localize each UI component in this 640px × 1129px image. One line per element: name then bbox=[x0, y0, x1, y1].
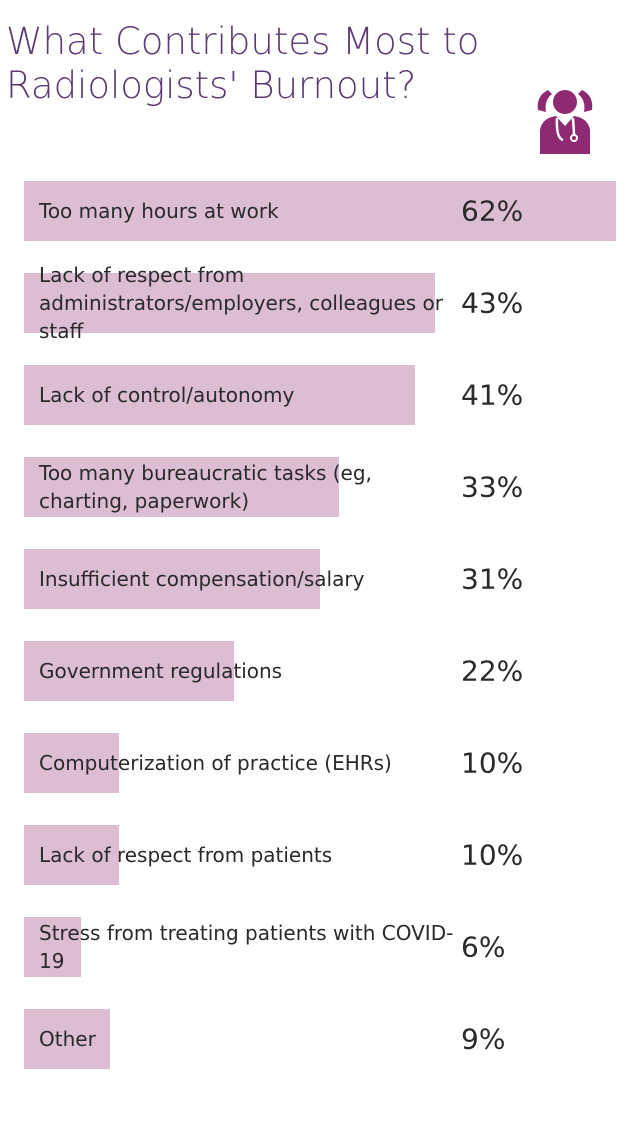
bar bbox=[24, 549, 320, 609]
bar bbox=[24, 1009, 110, 1069]
bar bbox=[24, 457, 340, 517]
category-label: Too many hours at work bbox=[39, 199, 279, 223]
value-label: 9% bbox=[461, 1022, 506, 1056]
category-label: Government regulations bbox=[39, 659, 283, 683]
value-label: 41% bbox=[461, 378, 524, 412]
value-label: 33% bbox=[461, 470, 524, 504]
category-label: Lack of respect from administrators/empl… bbox=[39, 263, 444, 343]
category-label: Too many bureaucratic tasks (eg, chartin… bbox=[39, 461, 372, 513]
bar bbox=[24, 365, 416, 425]
value-label: 62% bbox=[461, 194, 524, 228]
value-label: 31% bbox=[461, 562, 524, 596]
bar bbox=[24, 825, 120, 885]
value-label: 10% bbox=[461, 838, 524, 872]
category-label: Computerization of practice (EHRs) bbox=[39, 751, 392, 775]
category-label: Lack of control/autonomy bbox=[39, 383, 295, 407]
bar bbox=[24, 181, 616, 241]
value-label: 43% bbox=[461, 286, 524, 320]
category-label: Insufficient compensation/salary bbox=[39, 567, 365, 591]
bar bbox=[24, 917, 82, 977]
chart-title: What Contributes Most to Radiologists' B… bbox=[6, 20, 480, 107]
bar bbox=[24, 733, 120, 793]
bar bbox=[24, 273, 435, 333]
value-label: 22% bbox=[461, 654, 524, 688]
category-label: Lack of respect from patients bbox=[39, 843, 333, 867]
value-label: 6% bbox=[461, 930, 506, 964]
value-label: 10% bbox=[461, 746, 524, 780]
bar bbox=[24, 641, 235, 701]
doctor-icon bbox=[537, 90, 593, 154]
category-label: Stress from treating patients with COVID… bbox=[39, 921, 454, 973]
category-label: Other bbox=[39, 1027, 96, 1051]
